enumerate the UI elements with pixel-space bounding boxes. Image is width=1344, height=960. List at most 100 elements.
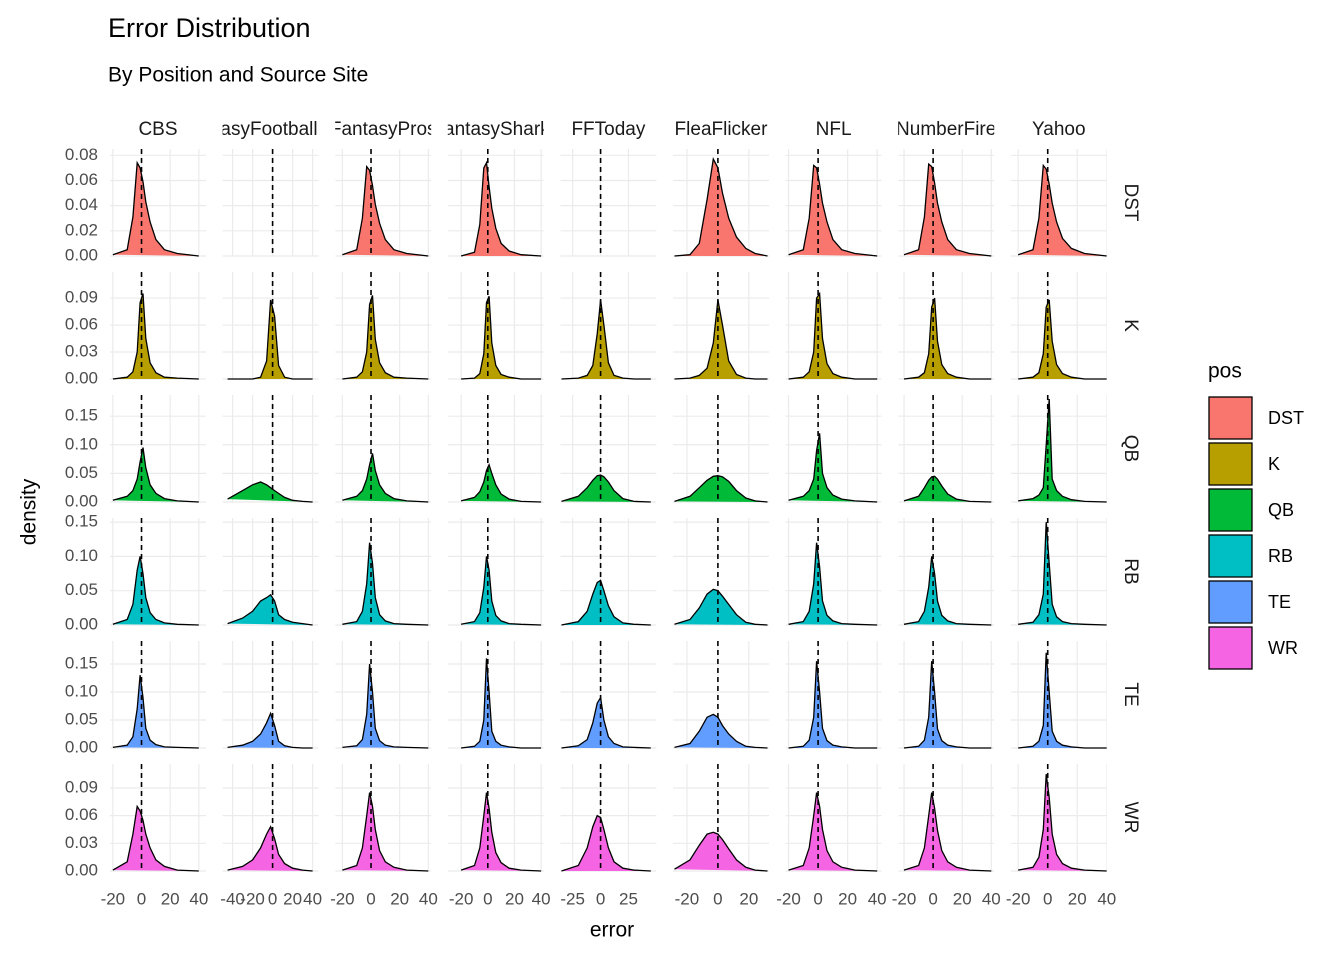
y-tick-label: 0.06 bbox=[65, 315, 98, 334]
panel bbox=[785, 764, 882, 872]
density-curve bbox=[112, 556, 199, 626]
density-curve bbox=[1017, 163, 1107, 257]
y-tick-label: 0.10 bbox=[65, 681, 98, 700]
panel bbox=[222, 149, 319, 257]
panel bbox=[447, 272, 544, 380]
y-tick-label: 0.15 bbox=[65, 653, 98, 672]
density-curve bbox=[903, 297, 992, 380]
x-tick-label: 0 bbox=[137, 889, 146, 908]
panel bbox=[1010, 518, 1107, 626]
x-tick-label: 25 bbox=[619, 889, 638, 908]
panel bbox=[673, 149, 769, 257]
density-curve bbox=[561, 695, 651, 749]
column-strip-label: FFToday bbox=[571, 119, 645, 140]
x-tick-label: 0 bbox=[268, 889, 277, 908]
density-curve bbox=[461, 296, 542, 380]
panel bbox=[335, 641, 432, 749]
x-tick-label: -20 bbox=[330, 889, 355, 908]
x-tick-label: 20 bbox=[1068, 889, 1087, 908]
panel bbox=[785, 518, 882, 626]
x-tick-label: 0 bbox=[713, 889, 722, 908]
row-strip-label: RB bbox=[1120, 558, 1141, 584]
chart-subtitle: By Position and Source Site bbox=[108, 64, 368, 87]
legend-label: K bbox=[1268, 454, 1280, 474]
y-tick-label: 0.09 bbox=[65, 777, 98, 796]
panel bbox=[785, 395, 882, 503]
panel bbox=[447, 395, 544, 503]
density-curve bbox=[342, 164, 429, 257]
panel bbox=[560, 764, 657, 872]
density-curve bbox=[561, 474, 651, 503]
y-tick-label: 0.10 bbox=[65, 434, 98, 453]
density-curve bbox=[460, 556, 542, 626]
panel bbox=[110, 272, 206, 380]
chart-title: Error Distribution bbox=[108, 13, 311, 43]
panel bbox=[560, 395, 657, 503]
x-tick-label: -20 bbox=[776, 889, 801, 908]
density-curve bbox=[342, 453, 429, 503]
column-strip-label: FantasyPros bbox=[330, 119, 437, 140]
density-curve bbox=[460, 792, 542, 872]
x-axis-title: error bbox=[590, 919, 634, 942]
density-curve bbox=[1018, 299, 1107, 380]
legend-label: TE bbox=[1268, 592, 1291, 612]
x-tick-label: 40 bbox=[189, 889, 208, 908]
x-tick-label: -20 bbox=[892, 889, 917, 908]
density-curve bbox=[561, 814, 651, 872]
panel bbox=[898, 395, 995, 503]
panel bbox=[335, 272, 432, 380]
panel bbox=[898, 149, 995, 257]
y-tick-label: 0.03 bbox=[65, 342, 98, 361]
density-curve bbox=[227, 825, 313, 872]
density-curve bbox=[112, 160, 199, 257]
x-tick-label: -20 bbox=[1006, 889, 1031, 908]
panel bbox=[222, 641, 319, 749]
y-tick-label: 0.06 bbox=[65, 805, 98, 824]
x-tick-label: 0 bbox=[596, 889, 605, 908]
density-curve bbox=[788, 291, 878, 380]
panel bbox=[673, 764, 769, 872]
x-tick-label: 20 bbox=[283, 889, 302, 908]
x-tick-label: -20 bbox=[675, 889, 700, 908]
density-curve bbox=[1018, 522, 1107, 626]
legend-key bbox=[1208, 442, 1253, 486]
x-tick-label: 0 bbox=[928, 889, 937, 908]
density-curve bbox=[1018, 774, 1107, 872]
x-tick-label: 0 bbox=[483, 889, 492, 908]
panel bbox=[898, 518, 995, 626]
panel bbox=[1010, 149, 1107, 257]
panel bbox=[673, 395, 769, 503]
panel bbox=[222, 764, 319, 872]
panel bbox=[110, 149, 206, 257]
panel bbox=[560, 272, 657, 380]
panel bbox=[560, 641, 657, 749]
column-strip-label: Yahoo bbox=[1032, 119, 1086, 140]
panel bbox=[110, 641, 206, 749]
legend-label: WR bbox=[1268, 638, 1298, 658]
density-curve bbox=[1018, 652, 1107, 749]
legend-label: DST bbox=[1268, 408, 1304, 428]
density-curve bbox=[342, 295, 429, 380]
x-tick-label: 40 bbox=[532, 889, 551, 908]
y-tick-label: 0.05 bbox=[65, 709, 98, 728]
density-curve bbox=[112, 675, 199, 749]
panel bbox=[560, 518, 657, 626]
x-tick-label: 20 bbox=[953, 889, 972, 908]
row-strip-label: QB bbox=[1120, 435, 1141, 462]
density-curve bbox=[227, 299, 313, 380]
panel bbox=[335, 764, 432, 872]
density-curve bbox=[227, 593, 313, 626]
y-tick-label: 0.03 bbox=[65, 833, 98, 852]
row-strip-label: TE bbox=[1120, 682, 1141, 706]
y-tick-label: 0.02 bbox=[65, 220, 98, 239]
y-tick-label: 0.05 bbox=[65, 580, 98, 599]
panel bbox=[785, 272, 882, 380]
column-strip-label: CBS bbox=[138, 119, 177, 140]
y-tick-label: 0.00 bbox=[65, 245, 98, 264]
y-tick-label: 0.00 bbox=[65, 491, 98, 510]
panel bbox=[898, 272, 995, 380]
row-strip-label: DST bbox=[1120, 184, 1141, 222]
density-curve bbox=[561, 579, 651, 626]
legend-label: QB bbox=[1268, 500, 1294, 520]
